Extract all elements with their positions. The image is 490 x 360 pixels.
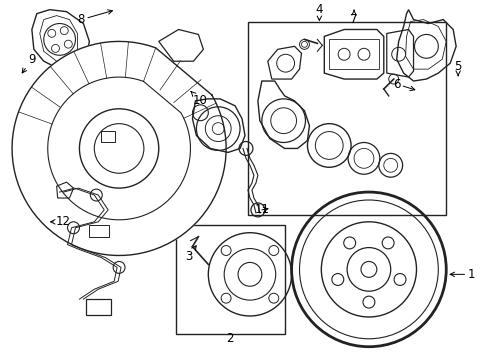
Text: 11: 11 — [254, 203, 270, 216]
Bar — [175, 225, 285, 334]
Bar — [329, 39, 379, 69]
Text: 2: 2 — [226, 332, 234, 345]
Text: 6: 6 — [393, 77, 415, 91]
Text: 1: 1 — [450, 268, 475, 281]
Text: 12: 12 — [50, 215, 71, 228]
Text: 3: 3 — [185, 246, 196, 263]
Text: 8: 8 — [78, 10, 112, 26]
Text: 5: 5 — [454, 60, 462, 76]
Bar — [86, 299, 111, 315]
Bar — [101, 131, 115, 143]
Text: 7: 7 — [350, 10, 358, 26]
Text: 4: 4 — [316, 3, 323, 21]
Text: 10: 10 — [191, 91, 208, 107]
Polygon shape — [12, 41, 226, 256]
Text: 9: 9 — [22, 53, 36, 73]
Bar — [89, 225, 109, 237]
Bar — [248, 22, 446, 215]
